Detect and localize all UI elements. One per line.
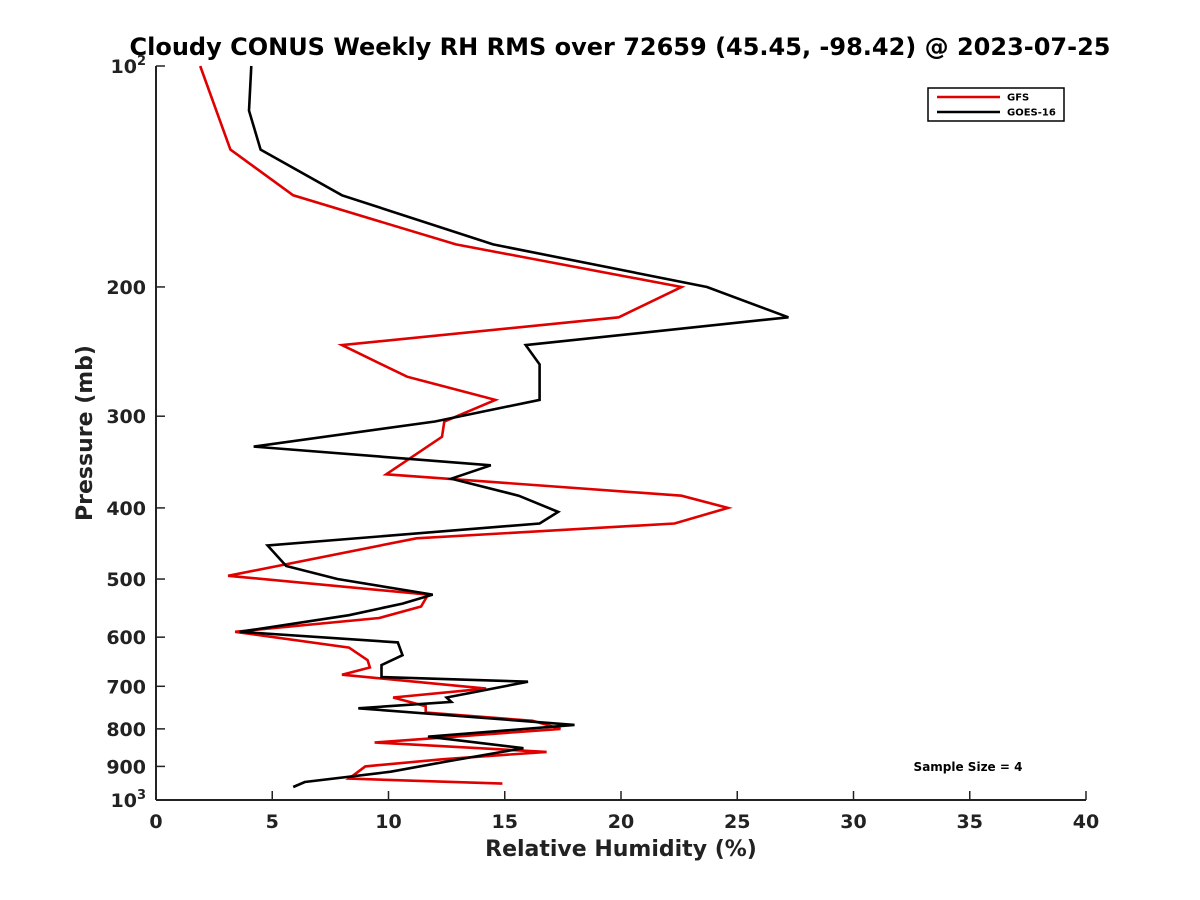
plot-background: [156, 66, 1086, 800]
y-tick-label: 800: [106, 719, 146, 741]
y-tick-label: 102: [111, 54, 147, 78]
y-tick-label: 900: [106, 756, 146, 778]
legend-entries: GFS GOES-16: [937, 93, 1056, 119]
legend: GFS GOES-16: [927, 87, 1065, 122]
y-tick-label: 200: [106, 277, 146, 299]
series-layer: [198, 65, 789, 789]
x-tick-label: 0: [149, 811, 162, 833]
x-tick-label: 35: [957, 811, 983, 833]
legend-label: GOES-16: [1007, 108, 1056, 119]
x-tick-label: 40: [1073, 811, 1099, 833]
series-line-goes-16: [239, 65, 789, 789]
legend-label: GFS: [1007, 93, 1029, 104]
series-line-gfs: [198, 65, 733, 785]
sample-size-annotation: Sample Size = 4: [914, 760, 1023, 774]
y-tick-label: 103: [111, 788, 147, 812]
y-tick-label: 500: [106, 569, 146, 591]
x-tick-label: 10: [375, 811, 401, 833]
x-ticks: 0 5 10 15 20 25 30 35 40: [149, 791, 1099, 833]
x-axis-label: Relative Humidity (%): [485, 837, 757, 862]
y-tick-label: 700: [106, 676, 146, 698]
x-tick-label: 30: [840, 811, 866, 833]
plot-area: [156, 66, 1086, 800]
y-tick-label: 300: [106, 406, 146, 428]
y-ticks: 102 200 300 400 500 600 700 800 900 103: [106, 54, 165, 812]
x-tick-label: 20: [608, 811, 634, 833]
x-tick-label: 5: [266, 811, 279, 833]
x-tick-label: 25: [724, 811, 750, 833]
y-tick-label: 400: [106, 498, 146, 520]
y-tick-label: 600: [106, 627, 146, 649]
legend-box: [927, 87, 1065, 122]
x-tick-label: 15: [492, 811, 518, 833]
chart-title: Cloudy CONUS Weekly RH RMS over 72659 (4…: [130, 33, 1111, 61]
y-axis-label: Pressure (mb): [73, 345, 98, 521]
